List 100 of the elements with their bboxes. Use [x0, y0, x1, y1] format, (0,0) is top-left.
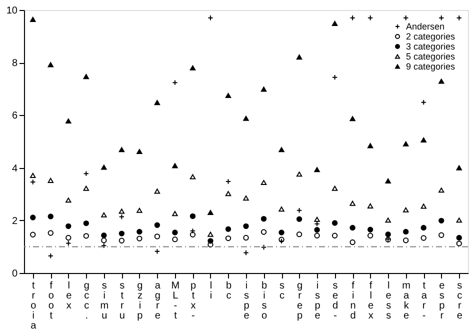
point: [385, 232, 391, 238]
point: [136, 236, 142, 242]
point: [456, 240, 462, 246]
point: [385, 218, 391, 223]
point: [438, 15, 444, 21]
point: [225, 226, 232, 232]
point: [243, 116, 249, 121]
point: [278, 230, 284, 236]
point: [154, 188, 160, 194]
point: [83, 233, 90, 239]
point: [350, 15, 356, 21]
point: [101, 242, 107, 248]
point: [66, 118, 72, 124]
point: [456, 218, 462, 223]
x-tick-label: scre: [456, 280, 463, 322]
point: [402, 238, 409, 244]
x-tick-label: biso: [261, 280, 268, 322]
point: [154, 248, 160, 254]
point: [456, 165, 462, 170]
point: [438, 232, 444, 238]
point: [332, 20, 338, 26]
point: [438, 78, 444, 84]
point: [402, 207, 409, 212]
point: [314, 167, 320, 172]
point: [260, 180, 267, 186]
point: [154, 100, 160, 106]
point: [332, 220, 338, 226]
legend-label: 3 categories: [406, 42, 456, 52]
point: [190, 232, 196, 238]
point: [367, 203, 374, 208]
x-tick-label: tar-: [421, 280, 428, 322]
point: [314, 232, 320, 238]
point: [332, 186, 338, 191]
point: [172, 80, 178, 86]
point: [48, 178, 54, 183]
point: [243, 196, 249, 201]
y-tick-label: 2: [12, 216, 18, 227]
point: [402, 228, 409, 235]
point: [118, 230, 125, 236]
point: [243, 223, 249, 230]
point: [278, 147, 284, 152]
point: [225, 191, 232, 196]
point: [402, 141, 409, 146]
x-tick-label: foot: [48, 280, 54, 322]
point: [278, 236, 284, 242]
point: [243, 234, 249, 241]
point: [260, 229, 267, 235]
point: [190, 213, 196, 220]
point: [83, 220, 90, 226]
point: [296, 54, 302, 60]
point: [456, 234, 462, 241]
point: [208, 238, 214, 244]
legend-label: 5 categories: [406, 52, 456, 62]
legend-label: 9 categories: [406, 62, 456, 72]
point: [260, 216, 267, 222]
point: [30, 214, 36, 220]
point: [48, 62, 54, 68]
point: [83, 74, 90, 80]
y-tick-label: 8: [12, 58, 18, 70]
y-tick-label: 4: [12, 163, 18, 174]
x-tick-label: lex: [66, 280, 72, 312]
point: [30, 172, 36, 178]
x-tick-label: simu: [100, 280, 109, 322]
point: [350, 116, 356, 122]
point: [66, 198, 72, 203]
point: [296, 232, 302, 238]
point: [296, 208, 302, 214]
x-tick-label: gzip: [137, 280, 144, 322]
point: [118, 147, 125, 152]
point: [48, 214, 54, 220]
point: [136, 148, 142, 154]
point: [101, 232, 107, 238]
point: [101, 212, 107, 218]
y-tick-label: 0: [12, 268, 18, 280]
point: [66, 234, 72, 241]
point: [367, 15, 374, 21]
x-tick-label: gcc.: [84, 280, 90, 322]
x-tick-label: ispe: [314, 280, 321, 322]
point: [314, 216, 320, 222]
point: [30, 232, 36, 238]
point: [420, 235, 426, 241]
x-tick-label: agre: [154, 280, 161, 322]
x-tick-label: grep: [297, 280, 303, 322]
point: [225, 92, 232, 98]
point: [260, 244, 267, 250]
point: [278, 206, 284, 212]
point: [208, 210, 214, 216]
point: [456, 15, 462, 21]
point: [420, 224, 426, 231]
legend-label: 2 categories: [406, 32, 456, 42]
x-tick-label: ispe: [244, 280, 250, 322]
y-tick-label: 10: [6, 6, 18, 16]
point: [48, 230, 54, 236]
point: [350, 239, 356, 246]
point: [225, 235, 232, 242]
point: [136, 228, 142, 235]
point: [190, 65, 196, 70]
x-tick-label: espr: [439, 280, 446, 322]
point: [190, 228, 196, 234]
point: [48, 253, 54, 259]
